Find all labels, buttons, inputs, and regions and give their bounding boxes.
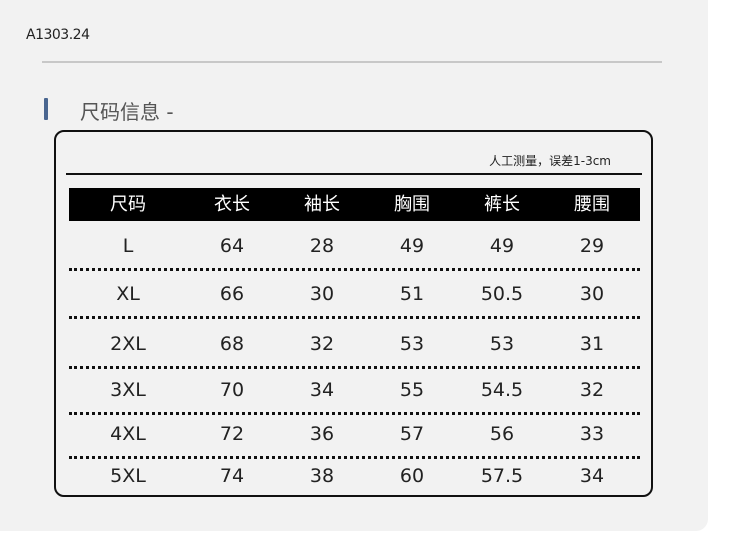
table-cell: 32	[579, 379, 605, 401]
table-row: XL 66 30 51 50.5 30	[69, 272, 640, 316]
table-cell: 34	[309, 379, 335, 401]
table-cell: 68	[219, 333, 245, 355]
table-cell: 74	[219, 465, 245, 487]
table-cell: 3XL	[110, 379, 146, 401]
table-cell: L	[122, 235, 134, 257]
table-header: 尺码 衣长 袖长 胸围 裤长 腰围	[69, 188, 640, 221]
note-divider	[66, 173, 642, 175]
row-divider	[69, 268, 640, 271]
table-cell: 66	[219, 283, 245, 305]
table-cell: XL	[116, 283, 140, 305]
table-cell: 36	[309, 423, 335, 445]
row-divider	[69, 412, 640, 415]
table-cell: 38	[309, 465, 335, 487]
column-header: 裤长	[484, 194, 520, 215]
table-cell: 49	[399, 235, 425, 257]
column-header: 衣长	[214, 194, 250, 215]
table-cell: 28	[309, 235, 335, 257]
table-cell: 53	[399, 333, 425, 355]
table-cell: 55	[399, 379, 425, 401]
table-cell: 5XL	[110, 465, 146, 487]
table-cell: 4XL	[110, 423, 146, 445]
size-chart: 人工测量，误差1-3cm 尺码 衣长 袖长 胸围 裤长 腰围 L 64 28 49 49 29 XL 6…	[54, 130, 653, 497]
table-cell: 51	[399, 283, 425, 305]
table-cell: 2XL	[110, 333, 146, 355]
measurement-note: 人工测量，误差1-3cm	[489, 154, 611, 168]
table-cell: 57.5	[480, 465, 524, 487]
table-cell: 50.5	[480, 283, 524, 305]
section-title: 尺码信息 -	[80, 100, 174, 124]
table-row: 5XL 74 38 60 57.5 34	[69, 454, 640, 498]
column-header: 胸围	[394, 194, 430, 215]
table-cell: 30	[579, 283, 605, 305]
table-cell: 29	[579, 235, 605, 257]
row-divider	[69, 366, 640, 369]
row-divider	[69, 316, 640, 319]
table-row: 3XL 70 34 55 54.5 32	[69, 368, 640, 412]
table-row: L 64 28 49 49 29	[69, 224, 640, 268]
table-cell: 57	[399, 423, 425, 445]
table-cell: 56	[489, 423, 515, 445]
column-header: 腰围	[574, 194, 610, 215]
divider	[42, 61, 662, 63]
table-cell: 54.5	[480, 379, 524, 401]
table-cell: 34	[579, 465, 605, 487]
table-cell: 31	[579, 333, 605, 355]
column-header: 袖长	[304, 194, 340, 215]
row-divider	[69, 456, 640, 459]
table-cell: 64	[219, 235, 245, 257]
table-cell: 60	[399, 465, 425, 487]
table-cell: 49	[489, 235, 515, 257]
product-code: A1303.24	[26, 27, 90, 43]
table-cell: 53	[489, 333, 515, 355]
background-panel	[0, 0, 708, 531]
table-row: 4XL 72 36 57 56 33	[69, 412, 640, 456]
table-cell: 70	[219, 379, 245, 401]
table-cell: 33	[579, 423, 605, 445]
table-cell: 30	[309, 283, 335, 305]
table-row: 2XL 68 32 53 53 31	[69, 322, 640, 366]
column-header: 尺码	[110, 194, 146, 215]
table-cell: 72	[219, 423, 245, 445]
table-cell: 32	[309, 333, 335, 355]
section-accent-bar	[44, 98, 48, 120]
